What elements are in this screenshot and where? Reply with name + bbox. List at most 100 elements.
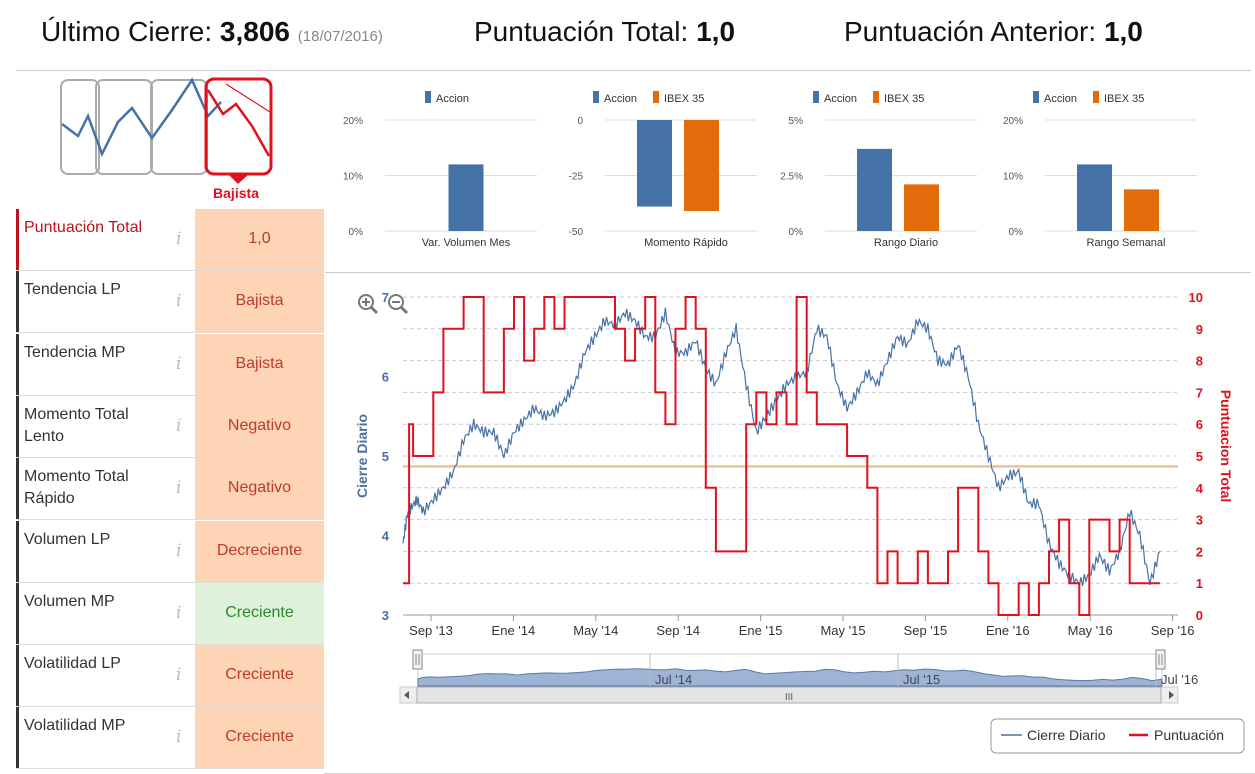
bar[interactable] <box>904 184 939 231</box>
navigator[interactable]: Jul '14 Jul '15 Jul '16 <box>412 649 1198 687</box>
header-divider <box>16 70 1251 71</box>
y2-tick-label: 8 <box>1196 354 1203 369</box>
legend-swatch <box>593 91 599 103</box>
indicator-value: Negativo <box>195 395 324 457</box>
info-icon[interactable]: i <box>176 727 182 748</box>
y2-tick-label: 1 <box>1196 576 1203 591</box>
series-line-puntuacion[interactable] <box>403 296 1160 616</box>
info-icon[interactable]: i <box>176 415 182 436</box>
y-tick-label: 20% <box>343 116 363 127</box>
indicator-value: Negativo <box>195 458 324 520</box>
navigator-handle[interactable] <box>1155 649 1166 670</box>
x-category-label: Rango Diario <box>874 237 938 249</box>
legend-swatch <box>653 91 659 103</box>
y-tick-label: 4 <box>382 529 390 544</box>
x-category-label: Rango Semanal <box>1087 237 1166 249</box>
scroll-right-icon[interactable] <box>1169 691 1174 699</box>
info-icon[interactable]: i <box>176 353 182 374</box>
y-tick-label: 2.5% <box>780 172 803 183</box>
x-tick-label: Sep '14 <box>656 623 700 638</box>
indicator-label: Tendencia LP <box>16 271 166 333</box>
bar[interactable] <box>684 120 719 212</box>
indicator-label: Momento Total Lento <box>16 395 166 457</box>
bar[interactable] <box>857 148 892 231</box>
navigator-label: Jul '15 <box>903 672 940 687</box>
x-tick-label: Ene '16 <box>986 623 1030 638</box>
legend-label[interactable]: Cierre Diario <box>1027 727 1106 743</box>
legend-label[interactable]: Accion <box>604 93 637 105</box>
x-tick-label: Sep '15 <box>904 623 948 638</box>
x-tick-label: May '16 <box>1068 623 1113 638</box>
y2-tick-label: 9 <box>1196 322 1203 337</box>
header: Último Cierre: 3,806 (18/07/2016) Puntua… <box>0 0 1255 70</box>
indicator-row: Volumen LP i Decreciente <box>16 520 324 583</box>
info-icon[interactable]: i <box>176 478 182 499</box>
mini-chart: 20% 10% 0% Accion IBEX 35 Rango Semanal <box>1003 91 1197 249</box>
zoom-in-icon[interactable] <box>358 294 379 315</box>
info-icon[interactable]: i <box>176 291 182 312</box>
y2-tick-label: 2 <box>1196 544 1203 559</box>
legend-label[interactable]: IBEX 35 <box>884 93 924 105</box>
indicator-row: Volatilidad MP i Creciente <box>16 707 324 770</box>
indicator-row: Tendencia MP i Bajista <box>16 333 324 396</box>
mini-chart: 20% 10% 0% Accion Var. Volumen Mes <box>343 91 537 249</box>
bar[interactable] <box>448 164 484 231</box>
y-tick-label: 10% <box>343 172 363 183</box>
mini-chart: 0 -25 -50 Accion IBEX 35 Momento Rápido <box>569 91 757 249</box>
y2-tick-label: 3 <box>1196 513 1203 528</box>
navigator-label: Jul '14 <box>655 672 692 687</box>
info-icon[interactable]: i <box>176 229 182 249</box>
y-tick-label: 5% <box>789 116 804 127</box>
legend-label[interactable]: Puntuación <box>1154 727 1224 743</box>
bar[interactable] <box>1077 164 1112 231</box>
indicator-label: Volatilidad MP <box>16 707 166 769</box>
y2-tick-label: 4 <box>1196 481 1204 496</box>
y-tick-label: 0 <box>577 116 583 127</box>
indicator-value: Decreciente <box>195 520 324 582</box>
zoom-out-icon[interactable] <box>388 294 409 315</box>
legend-label[interactable]: Accion <box>824 93 857 105</box>
last-close-date: (18/07/2016) <box>297 28 383 45</box>
indicator-row: Puntuación Total i 1,0 <box>16 209 324 271</box>
y-tick-label: 3 <box>382 608 389 623</box>
indicator-row: Momento Total Lento i Negativo <box>16 395 324 458</box>
x-tick-label: May '15 <box>820 623 865 638</box>
indicator-value: Bajista <box>195 271 324 333</box>
x-tick-label: Ene '15 <box>739 623 783 638</box>
legend-label[interactable]: Accion <box>1044 93 1077 105</box>
bar[interactable] <box>637 120 672 207</box>
indicator-row: Volatilidad LP i Creciente <box>16 645 324 708</box>
legend-label[interactable]: IBEX 35 <box>1104 93 1144 105</box>
mini-chart: 5% 2.5% 0% Accion IBEX 35 Rango Diario <box>780 91 977 249</box>
info-icon[interactable]: i <box>176 665 182 686</box>
y-tick-label: 0% <box>1009 227 1024 238</box>
indicator-label: Volumen LP <box>16 520 166 582</box>
bar[interactable] <box>1124 189 1159 231</box>
trend-icon: Bajista <box>60 77 273 201</box>
navigator-handle[interactable] <box>412 649 423 670</box>
legend-frame <box>990 718 1245 754</box>
indicator-value: 1,0 <box>195 209 324 270</box>
legend-label[interactable]: IBEX 35 <box>664 93 704 105</box>
indicator-value: Creciente <box>195 645 324 707</box>
top-charts-divider <box>325 272 1251 273</box>
info-icon[interactable]: i <box>176 602 182 623</box>
total-score: Puntuación Total: 1,0 <box>474 16 736 47</box>
scroll-left-icon[interactable] <box>404 691 409 699</box>
series-line-cierre-diario[interactable] <box>402 307 1161 587</box>
y-tick-label: -25 <box>569 172 584 183</box>
legend-label[interactable]: Accion <box>436 93 469 105</box>
y2-tick-label: 7 <box>1196 385 1203 400</box>
indicator-label: Puntuación Total <box>16 209 166 270</box>
x-tick-label: Sep '16 <box>1151 623 1195 638</box>
y-axis-title: Cierre Diario <box>354 414 370 498</box>
y-tick-label: 5 <box>382 449 389 464</box>
previous-score: Puntuación Anterior: 1,0 <box>844 16 1143 47</box>
y-tick-label: 0% <box>349 227 364 238</box>
legend-swatch <box>813 91 819 103</box>
scrollbar[interactable]: III <box>399 686 1179 704</box>
indicator-value: Bajista <box>195 333 324 395</box>
info-icon[interactable]: i <box>176 540 182 561</box>
indicator-row: Volumen MP i Creciente <box>16 582 324 645</box>
scrollbar-thumb[interactable] <box>416 686 1162 704</box>
